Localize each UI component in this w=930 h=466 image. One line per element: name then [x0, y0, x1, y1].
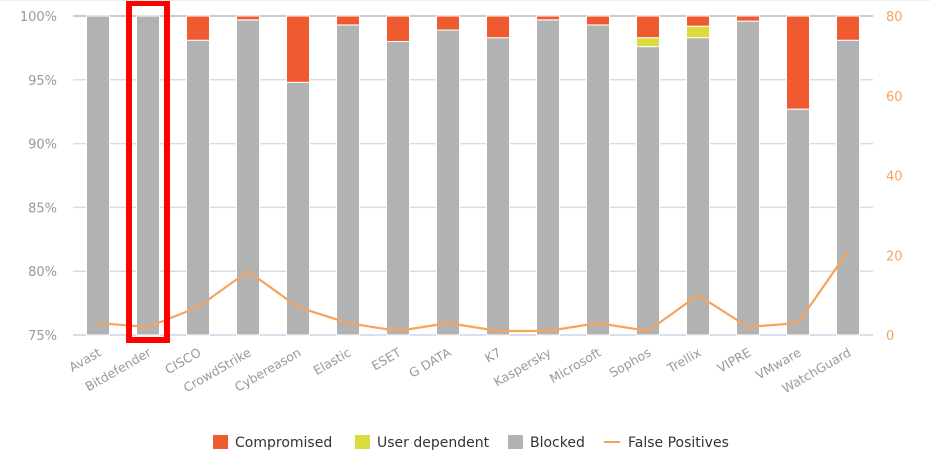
legend-label: Compromised: [235, 435, 332, 451]
bar-blocked: [736, 20, 760, 336]
bar-user-dependent: [686, 25, 710, 39]
bar-compromised: [686, 15, 710, 27]
legend-label: Blocked: [530, 435, 585, 451]
bar-compromised: [786, 15, 810, 110]
y-right-tick-label: 60: [886, 90, 903, 105]
bar-blocked: [336, 24, 360, 336]
bar-compromised: [836, 15, 860, 41]
highlight-box: [126, 1, 170, 343]
bar-blocked: [436, 29, 460, 336]
bar-blocked: [636, 46, 660, 336]
bar-compromised: [636, 15, 660, 39]
bar-compromised: [186, 15, 210, 41]
bar-compromised: [336, 15, 360, 26]
y-left-tick-label: 90%: [28, 138, 57, 153]
bar-compromised: [436, 15, 460, 31]
x-tick-label: Trellix: [664, 345, 704, 377]
bar-compromised: [486, 15, 510, 39]
x-tick-label: ESET: [369, 344, 404, 373]
bar-compromised: [586, 15, 610, 26]
bar-blocked: [186, 39, 210, 336]
legend-swatch: [213, 435, 228, 449]
legend-swatch: [508, 435, 523, 449]
x-tick-label: Avast: [66, 345, 103, 375]
x-tick-label: K7: [482, 345, 503, 366]
bar-blocked: [836, 39, 860, 336]
y-left-tick-label: 85%: [28, 201, 57, 216]
bar-blocked: [786, 108, 810, 336]
legend-label: False Positives: [628, 435, 729, 451]
bar-blocked: [86, 15, 110, 336]
bar-compromised: [536, 15, 560, 21]
bar-compromised: [386, 15, 410, 43]
bar-blocked: [386, 41, 410, 336]
y-right-tick-label: 20: [886, 249, 903, 264]
x-tick-label: Kaspersky: [491, 344, 554, 389]
legend-label: User dependent: [377, 435, 490, 451]
bar-blocked: [486, 37, 510, 336]
bar-user-dependent: [636, 37, 660, 48]
x-tick-label: VIPRE: [715, 345, 754, 376]
bar-blocked: [286, 81, 310, 336]
bar-blocked: [136, 15, 160, 336]
bar-blocked: [686, 37, 710, 336]
y-right-tick-label: 40: [886, 170, 903, 185]
bar-blocked: [586, 24, 610, 336]
x-tick-label: Microsoft: [547, 345, 604, 386]
y-left-tick-label: 95%: [28, 74, 57, 89]
bar-blocked: [536, 19, 560, 336]
bar-compromised: [286, 15, 310, 83]
false-positives-line: [97, 250, 849, 333]
x-tick-label: G DATA: [406, 344, 454, 380]
bar-blocked: [236, 19, 260, 336]
bar-compromised: [236, 15, 260, 21]
x-tick-label: Sophos: [607, 345, 654, 381]
y-right-tick-label: 0: [886, 329, 894, 344]
y-left-tick-label: 80%: [28, 265, 57, 280]
x-tick-label: Elastic: [311, 345, 354, 378]
y-left-tick-label: 100%: [20, 10, 57, 25]
bar-compromised: [736, 15, 760, 22]
y-right-tick-label: 80: [886, 10, 903, 25]
legend-swatch: [355, 435, 370, 449]
y-left-tick-label: 75%: [28, 329, 57, 344]
